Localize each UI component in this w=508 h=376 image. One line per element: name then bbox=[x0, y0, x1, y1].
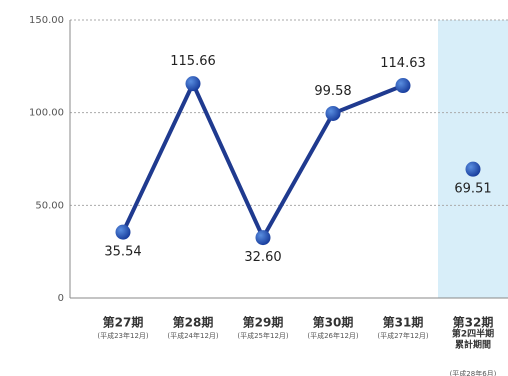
data-point bbox=[395, 78, 411, 94]
x-tick-sublabel: (平成27年12月) bbox=[377, 331, 429, 340]
data-point bbox=[115, 224, 131, 240]
x-tick-label: 第32期 bbox=[453, 315, 494, 330]
data-label: 35.54 bbox=[104, 245, 141, 260]
data-point bbox=[465, 161, 481, 177]
data-point bbox=[185, 76, 201, 92]
y-tick-label: 150.00 bbox=[29, 15, 64, 26]
x-tick-label: 第30期 bbox=[313, 315, 354, 330]
data-label: 115.66 bbox=[170, 54, 216, 69]
x-tick-label: 第29期 bbox=[243, 315, 284, 330]
y-tick-label: 100.00 bbox=[29, 108, 64, 119]
x-tick-label: 第28期 bbox=[173, 315, 214, 330]
x-tick-sublabel: (平成28年6月) bbox=[450, 369, 497, 376]
series-line bbox=[121, 81, 404, 240]
x-tick-sublabel: (平成26年12月) bbox=[307, 331, 359, 340]
data-label: 32.60 bbox=[244, 250, 281, 265]
data-point bbox=[325, 105, 341, 121]
data-label: 69.51 bbox=[454, 182, 491, 197]
highlight-band bbox=[438, 20, 508, 298]
x-tick-sublabel: 累計期間 bbox=[455, 339, 491, 351]
background-layer bbox=[438, 20, 508, 298]
data-label: 99.58 bbox=[314, 84, 351, 99]
x-tick-label: 第27期 bbox=[103, 315, 144, 330]
y-tick-label: 50.00 bbox=[35, 200, 64, 211]
x-tick-label: 第31期 bbox=[383, 315, 424, 330]
y-tick-label: 0 bbox=[58, 293, 64, 304]
x-tick-sublabel: (平成23年12月) bbox=[97, 331, 149, 340]
x-tick-sublabel: (平成25年12月) bbox=[237, 331, 289, 340]
data-label: 114.63 bbox=[380, 56, 426, 71]
x-tick-sublabel: 第2四半期 bbox=[452, 328, 494, 340]
x-tick-sublabel: (平成24年12月) bbox=[167, 331, 219, 340]
data-point bbox=[255, 230, 271, 246]
